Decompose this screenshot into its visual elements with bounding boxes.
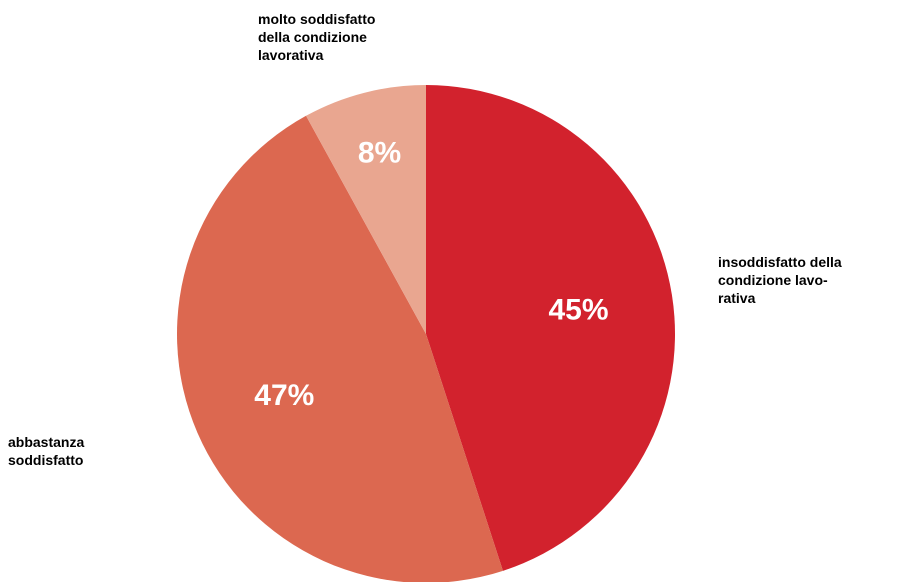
value-label-molto-soddisfatto: 8% bbox=[358, 137, 401, 170]
category-label-molto-soddisfatto: molto soddisfatto della condizione lavor… bbox=[258, 11, 376, 63]
slice-insoddisfatto bbox=[426, 85, 675, 571]
slice-abbastanza-soddisfatto bbox=[177, 115, 503, 582]
value-label-abbastanza-soddisfatto: 47% bbox=[254, 379, 314, 412]
category-label-insoddisfatto: insoddisfatto della condizione lavo- rat… bbox=[718, 254, 842, 306]
category-label-abbastanza-soddisfatto: abbastanza soddisfatto bbox=[8, 434, 85, 468]
slice-molto-soddisfatto bbox=[306, 85, 426, 334]
value-label-insoddisfatto: 45% bbox=[548, 293, 608, 326]
